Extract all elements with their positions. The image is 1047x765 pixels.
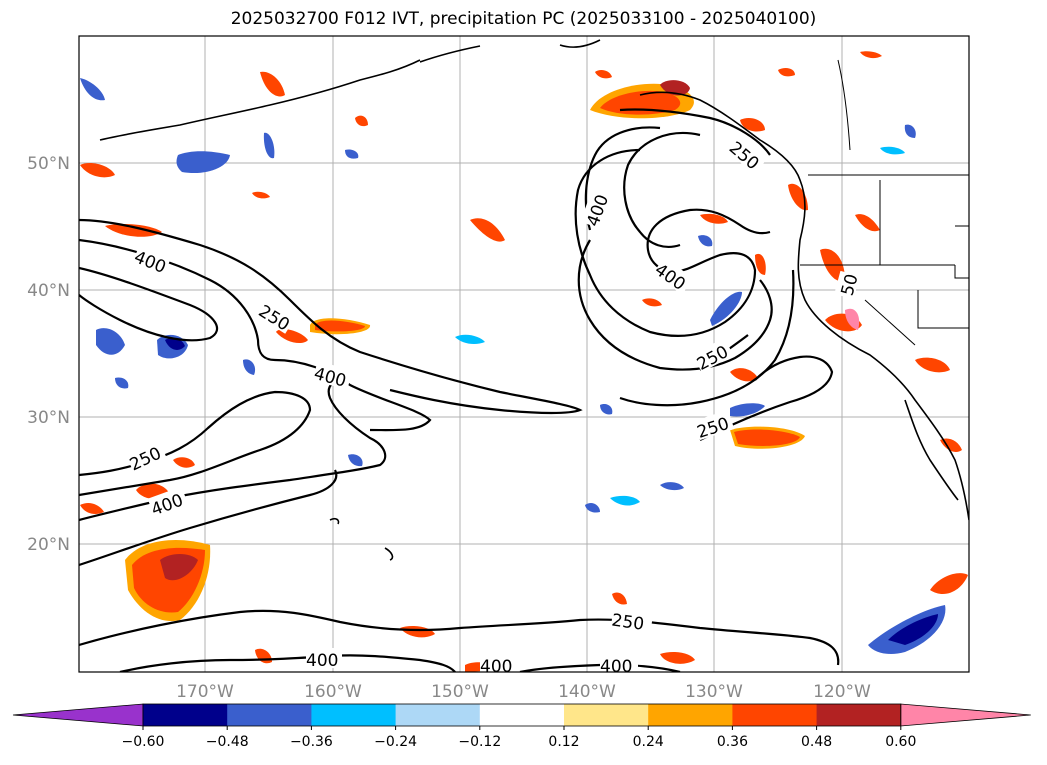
borders [800,59,969,346]
coastlines [99,39,969,561]
lon-label: 150°W [431,682,489,702]
contour-label: 400 [306,651,338,671]
colorbar-outline [142,703,902,727]
colorbar-tick-label: −0.60 [122,734,165,750]
colorbar-segment [395,704,481,726]
colorbar-extend-low [12,703,144,727]
contour-label: 400 [480,657,512,677]
map-frame [78,35,970,673]
colorbar-tick-label: −0.36 [290,734,333,750]
lon-label: 160°W [304,682,362,702]
contour-label: 400 [131,247,169,278]
colorbar-segment [564,704,649,726]
colorbar-segment [648,704,733,726]
colorbar-tick-label: 0.24 [633,734,664,750]
latitude-labels: 50°N 40°N 30°N 20°N [27,154,70,555]
colorbar-segment [311,704,397,726]
ivt-contour-labels: 400 250 400 250 400 400 400 400 250 250 … [125,135,863,677]
gridlines [79,36,969,672]
map-title: 2025032700 F012 IVT, precipitation PC (2… [230,9,817,29]
longitude-labels: 170°W 160°W 150°W 140°W 130°W 120°W [176,682,871,702]
colorbar-tick-label: 0.36 [717,734,748,750]
lat-label: 50°N [27,154,70,174]
colorbar-tick-label: −0.12 [458,734,501,750]
colorbar-tick-label: −0.48 [206,734,249,750]
contour-label: 250 [695,414,732,443]
colorbar-segment [143,704,228,726]
colorbar: −0.60 −0.48 −0.36 −0.24 −0.12 0.12 0.24 0.36 0.4… [12,703,1031,750]
contour-label: 250 [610,611,645,635]
colorbar-extend-high [900,703,1031,727]
colorbar-tick-label: 0.12 [548,734,579,750]
contour-label: 400 [583,192,613,229]
lon-label: 120°W [813,682,871,702]
lat-label: 20°N [27,535,70,555]
lat-label: 30°N [27,408,70,428]
colorbar-tick-label: −0.24 [374,734,417,750]
colorbar-segment [732,704,818,726]
precip-positive-anomalies [80,51,968,672]
lon-label: 140°W [558,682,616,702]
colorbar-tick-label: 0.48 [801,734,832,750]
colorbar-segment [816,704,902,726]
contour-label: 400 [600,657,632,677]
colorbar-segment [479,704,565,726]
colorbar-tick-label: 0.60 [885,734,916,750]
map-plot-area: 400 250 400 250 400 400 400 400 250 250 … [79,36,969,677]
precip-negative-anomalies [80,78,946,654]
lon-label: 130°W [685,682,743,702]
lon-label: 170°W [176,682,234,702]
colorbar-segment [227,704,312,726]
ivt-contours [79,108,840,672]
lat-label: 40°N [27,281,70,301]
